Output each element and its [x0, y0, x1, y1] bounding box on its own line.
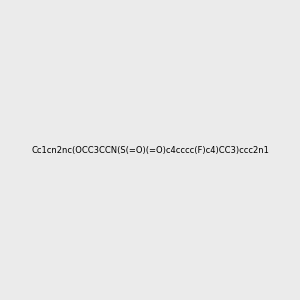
Text: Cc1cn2nc(OCC3CCN(S(=O)(=O)c4cccc(F)c4)CC3)ccc2n1: Cc1cn2nc(OCC3CCN(S(=O)(=O)c4cccc(F)c4)CC…: [31, 146, 269, 154]
